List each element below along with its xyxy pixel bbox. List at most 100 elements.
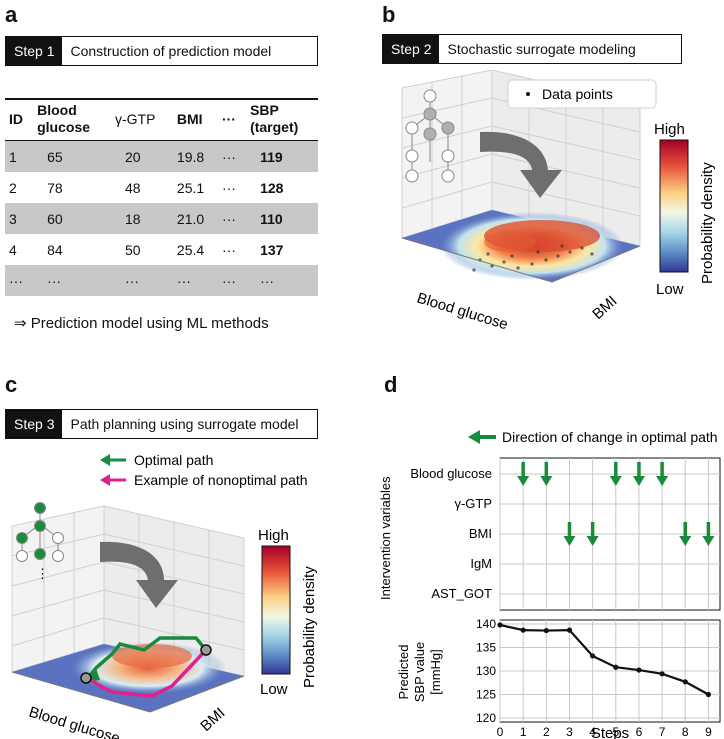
gray-arrow-icon — [480, 131, 562, 198]
cell: 18 — [110, 203, 173, 234]
variable-label: IgM — [470, 556, 492, 571]
th-sbp: SBP (target) — [246, 98, 318, 141]
legend-optimal: Optimal path — [100, 452, 213, 468]
sbp-line — [499, 623, 709, 696]
step1-tag: Step 1 — [6, 37, 63, 65]
th-ellipsis: ··· — [217, 98, 247, 141]
colorbar-high: High — [258, 527, 289, 544]
sbp-point — [613, 664, 619, 670]
down-arrow-icon — [586, 522, 599, 546]
table-row: ··· ··· ··· ··· ··· ··· — [5, 265, 318, 296]
intervention-arrows — [517, 462, 715, 546]
step2-title: Stochastic surrogate modeling — [447, 41, 636, 57]
down-arrow-icon — [679, 522, 692, 546]
top-ylabel: Intervention variables — [378, 476, 393, 600]
path-end-node — [200, 644, 212, 656]
colorbar-low: Low — [656, 281, 684, 298]
colorbar-low: Low — [260, 681, 288, 698]
cell: 65 — [33, 140, 111, 172]
cell: 4 — [9, 241, 17, 258]
x-tick-label: 5 — [612, 725, 619, 739]
panel-letter-d: d — [384, 372, 398, 397]
panel-letter-c: c — [5, 372, 18, 397]
variable-label: γ-GTP — [454, 496, 492, 511]
cell: ··· — [172, 265, 218, 296]
tree-icon — [405, 89, 455, 183]
x-tick-labels: 0 1 2 3 4 5 6 7 8 9 — [497, 725, 712, 739]
cell: 78 — [47, 179, 63, 196]
th-ggtp: γ-GTP — [110, 98, 173, 141]
cell: 19.8 — [172, 140, 218, 172]
x-tick-label: 4 — [589, 725, 596, 739]
sbp-point — [659, 671, 665, 677]
cell: ··· — [5, 265, 34, 296]
sbp-point — [705, 691, 712, 698]
sbp-points — [497, 622, 712, 698]
legend-optimal-text: Optimal path — [134, 452, 213, 468]
panel-letter-a: a — [5, 2, 18, 27]
colorbar — [261, 545, 291, 675]
sbp-point — [543, 627, 549, 634]
down-arrow-icon — [517, 462, 530, 486]
cell: 84 — [47, 241, 63, 258]
y-tick-label: 130 — [476, 664, 496, 678]
colorbar-label: Probability density — [301, 566, 318, 688]
table-row: 1 65 20 19.8 ··· 119 — [5, 140, 318, 172]
th-bmi: BMI — [172, 98, 218, 141]
y-tick-label: 135 — [476, 641, 496, 655]
bottom-ylabel-3: [mmHg] — [428, 649, 443, 695]
colorbar-label: Probability density — [699, 162, 716, 284]
optimal-path — [86, 636, 208, 680]
legend-nonoptimal: Example of nonoptimal path — [100, 472, 308, 488]
nonoptimal-path — [87, 648, 208, 698]
cell: 1 — [5, 140, 34, 172]
cell: 48 — [124, 179, 141, 196]
colorbar — [659, 139, 689, 273]
cell: ··· — [217, 203, 247, 234]
down-arrow-icon — [632, 462, 645, 486]
bottom-ylabel-1: Predicted — [396, 645, 411, 700]
th-blood-glucose: Blood glucose — [33, 98, 111, 141]
cell: ··· — [217, 140, 247, 172]
cell: ··· — [246, 265, 318, 296]
gray-arrow-icon — [100, 541, 178, 608]
step2-box: Step 2 Stochastic surrogate modeling — [382, 34, 682, 64]
data-table: ID Blood glucose γ-GTP BMI ··· SBP (target… — [5, 98, 318, 296]
cell: 25.1 — [176, 179, 205, 196]
variable-label: AST_GOT — [431, 586, 492, 601]
step3-title: Path planning using surrogate model — [70, 416, 299, 432]
tree-icon — [16, 502, 64, 562]
path-start-node — [80, 672, 92, 684]
sbp-point — [566, 627, 573, 633]
yaxis-label: BMI — [589, 292, 620, 322]
y-tick-label: 125 — [476, 688, 496, 702]
x-tick-label: 2 — [543, 725, 550, 739]
cell: 110 — [246, 203, 318, 234]
th-id: ID — [5, 98, 34, 141]
legend-nonoptimal-text: Example of nonoptimal path — [134, 472, 308, 488]
sbp-point — [590, 653, 596, 659]
x-tick-label: 8 — [682, 725, 689, 739]
table-header-row: ID Blood glucose γ-GTP BMI ··· SBP (target… — [5, 98, 318, 141]
density-peak — [112, 644, 192, 668]
step1-title: Construction of prediction model — [70, 43, 272, 59]
x-tick-label: 0 — [497, 725, 504, 739]
variable-label: Blood glucose — [410, 466, 492, 481]
x-tick-label: 3 — [566, 725, 573, 739]
y-tick-label: 120 — [476, 711, 496, 725]
table-row: 2 78 48 25.1 ··· 128 — [5, 172, 318, 203]
panel-letter-b: b — [382, 2, 396, 27]
step2-tag: Step 2 — [383, 35, 440, 63]
data-point-icon — [526, 92, 530, 96]
surface-plot-c: Optimal path Example of nonoptimal path … — [11, 452, 318, 739]
cell: 20 — [110, 140, 173, 172]
cell: ··· — [110, 265, 173, 296]
legend-direction-text: Direction of change in optimal path — [502, 429, 718, 445]
sbp-point — [497, 622, 503, 628]
tree-ellipsis: ⋮ — [36, 566, 49, 581]
down-arrow-icon — [609, 462, 622, 486]
sbp-point — [636, 667, 642, 673]
cell: 2 — [9, 179, 17, 196]
cell: ··· — [221, 241, 236, 258]
x-tick-label: 6 — [636, 725, 643, 739]
